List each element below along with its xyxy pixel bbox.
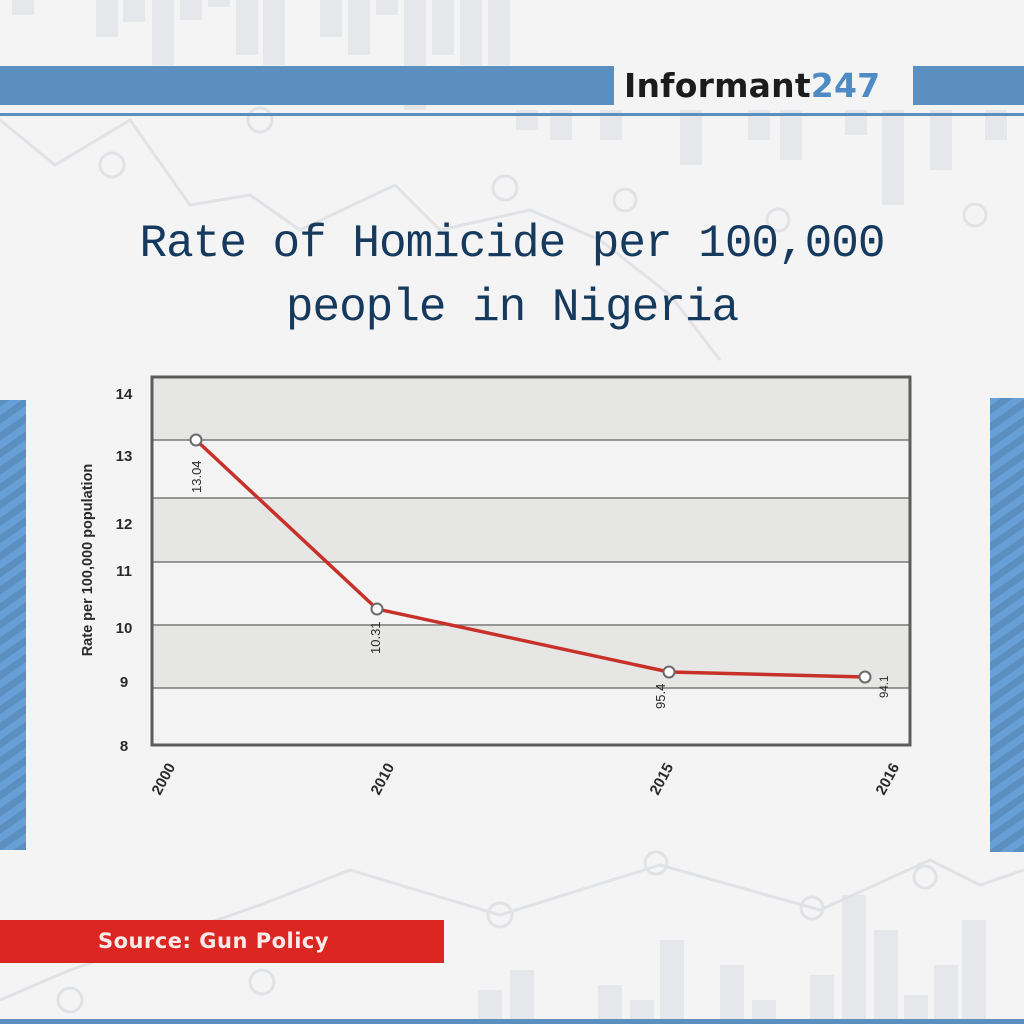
data-point (662, 665, 676, 679)
y-tick: 12 (116, 516, 133, 533)
y-tick: 14 (116, 386, 133, 403)
x-tick: 2010 (368, 760, 399, 797)
header-divider (0, 113, 1024, 116)
title-line-1: Rate of Homicide per 100,000 (139, 218, 886, 270)
data-label: 13.04 (189, 460, 204, 493)
right-stripe-decoration (990, 398, 1024, 852)
data-point (189, 433, 203, 447)
plot-area (152, 377, 910, 745)
x-tick: 2015 (647, 760, 678, 797)
source-banner: Source: Gun Policy (0, 920, 444, 963)
data-label: 95.4 (653, 684, 668, 709)
x-axis-ticks: 2000 2010 2015 2016 (149, 760, 904, 797)
y-tick: 9 (120, 674, 128, 691)
left-stripe-decoration (0, 400, 26, 850)
title-line-2: people in Nigeria (285, 282, 739, 334)
data-point (370, 602, 384, 616)
x-tick: 2000 (149, 760, 180, 797)
data-label: 10.31 (368, 621, 383, 654)
footer-divider (0, 1019, 1024, 1024)
y-axis-ticks: 14 13 12 11 10 9 8 (116, 386, 133, 755)
series-line (194, 438, 866, 679)
logo-accent: 247 (810, 66, 881, 105)
y-tick: 10 (116, 620, 133, 637)
brand-logo: Informant247 (624, 64, 880, 108)
data-point (858, 670, 872, 684)
logo-text: Informant (624, 66, 811, 105)
y-axis-label: Rate per 100,000 population (80, 464, 96, 657)
y-tick: 13 (116, 448, 133, 465)
header-bar-left (0, 66, 614, 105)
data-points (189, 433, 872, 684)
x-tick: 2016 (873, 760, 904, 797)
data-label: 94.1 (879, 676, 891, 698)
y-tick: 8 (120, 738, 128, 755)
header-bar-right (913, 66, 1024, 105)
chart-title: Rate of Homicide per 100,000 people in N… (0, 212, 1024, 340)
gridlines (152, 439, 910, 689)
plot-frame (150, 375, 912, 747)
source-text: Source: Gun Policy (98, 929, 330, 953)
y-tick: 11 (116, 563, 132, 580)
data-labels: 13.04 10.31 95.4 94.1 (189, 460, 891, 709)
